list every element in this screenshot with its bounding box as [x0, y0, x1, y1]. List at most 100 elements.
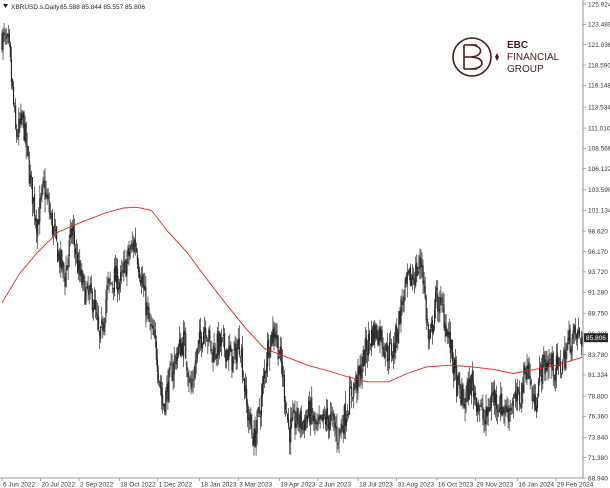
candle-body [274, 333, 276, 341]
candle-body [127, 247, 129, 257]
candle-body [444, 322, 446, 331]
candle-body [425, 296, 427, 321]
candle-body [159, 381, 162, 389]
candle-body [457, 375, 459, 395]
candle-body [203, 332, 205, 345]
x-tick-label: 2 Sep 2022 [80, 482, 114, 488]
candle-body [93, 299, 95, 310]
candle-body [5, 36, 7, 39]
candle-body [117, 287, 120, 290]
candle-body [562, 361, 564, 372]
candle-body [410, 277, 413, 286]
candle-body [22, 111, 24, 118]
candle-body [21, 114, 23, 121]
candle-body [121, 269, 123, 272]
candle-body [226, 350, 228, 363]
candle-body [573, 326, 575, 333]
candle-body [309, 401, 311, 423]
candle-body [506, 406, 508, 412]
candle-body [571, 337, 573, 352]
candle-body [305, 415, 308, 419]
candle-body [262, 376, 265, 385]
candle-body [49, 212, 51, 215]
candle-body [218, 332, 220, 354]
candle-body [540, 364, 542, 367]
candle-body [269, 353, 271, 358]
candle-body [8, 33, 10, 43]
candle-body [524, 367, 526, 373]
candle-body [228, 346, 230, 360]
y-tick-label: 118.590 [588, 62, 610, 69]
candle-body [212, 352, 214, 363]
y-tick-label: 91.280 [588, 289, 608, 296]
candle-body [509, 408, 511, 412]
candle-body [54, 229, 57, 231]
candle-body [563, 350, 565, 359]
candle-body [231, 349, 233, 371]
candle-body [248, 417, 250, 421]
candle-body [353, 383, 355, 397]
candle-body [130, 244, 132, 250]
candle-body [518, 389, 520, 392]
candle-body [132, 243, 134, 250]
candle-body [19, 118, 21, 124]
candle-body [465, 391, 467, 403]
logo-circle-icon [452, 37, 492, 77]
candle-body [514, 390, 517, 398]
x-tick-label: 16 Jan 2024 [518, 482, 554, 488]
candle-body [154, 329, 156, 340]
candle-body [532, 397, 534, 402]
candle-body [53, 224, 56, 228]
candle-body [50, 214, 52, 218]
candle-body [421, 264, 423, 268]
x-tick-label: 18 Jan 2023 [201, 482, 237, 488]
candle-body [330, 413, 332, 426]
candle-body [313, 415, 315, 421]
candle-body [442, 304, 444, 307]
candle-body [42, 181, 44, 188]
candle-body [20, 113, 22, 125]
candle-body [373, 323, 375, 346]
candle-body [529, 375, 531, 379]
last-price-badge [584, 333, 608, 343]
candle-body [6, 34, 8, 37]
candle-body [236, 348, 238, 363]
candle-body [26, 144, 28, 146]
candle-body [479, 408, 481, 411]
candle-body [120, 271, 122, 282]
candle-body [28, 159, 30, 184]
candle-body [311, 397, 313, 414]
candle-body [435, 290, 437, 309]
candle-body [451, 339, 454, 362]
candle-body [304, 418, 307, 431]
candle-body [35, 217, 37, 221]
candle-body [227, 349, 229, 361]
candle-body [2, 32, 4, 50]
candle-body [473, 392, 476, 400]
candle-body [468, 378, 470, 400]
candle-body [427, 324, 429, 339]
candle-body [424, 285, 426, 298]
candle-body [302, 421, 304, 423]
ebc-logo: EBC FINANCIAL GROUP [452, 37, 560, 77]
candle-body [278, 356, 280, 359]
candle-body [179, 339, 182, 357]
candle-body [314, 412, 316, 424]
candle-body [327, 416, 330, 429]
candle-body [556, 352, 559, 369]
dropdown-triangle-icon[interactable] [3, 4, 8, 8]
candle-body [378, 328, 380, 345]
candle-body [567, 337, 569, 345]
candle-body [74, 248, 77, 255]
candle-body [420, 258, 422, 267]
candle-body [502, 407, 504, 414]
candle-body [536, 398, 539, 408]
candle-body [422, 265, 424, 283]
candle-body [232, 356, 234, 373]
candle-body [294, 410, 296, 429]
y-tick-label: 125.924 [588, 1, 610, 8]
candle-body [51, 213, 53, 235]
candle-body [149, 321, 151, 322]
